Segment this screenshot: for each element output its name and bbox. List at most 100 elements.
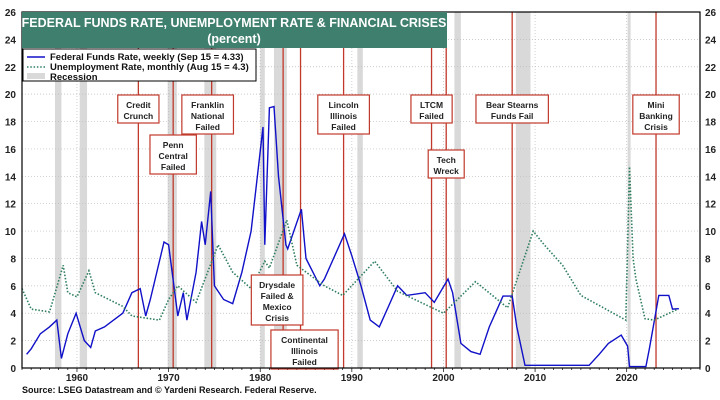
- annotation-box: [117, 94, 160, 124]
- source-note: Source: LSEG Datastream and © Yardeni Re…: [22, 385, 317, 395]
- legend-label: Recession: [50, 72, 98, 83]
- annotation-text: Failed &: [261, 291, 294, 301]
- y-tick-label-right: 10: [705, 227, 717, 238]
- annotation-box: [181, 94, 235, 135]
- annotation-text: Lincoln: [328, 100, 358, 110]
- annotation-box: [317, 94, 370, 135]
- y-tick-label-left: 24: [5, 35, 17, 46]
- annotation-text: Penn: [163, 140, 184, 150]
- annotation-text: Franklin: [191, 100, 224, 110]
- recession-band: [515, 12, 531, 368]
- annotation-text: Failed: [161, 162, 186, 172]
- annotation-text: Bear Stearns: [486, 100, 539, 110]
- y-tick-label-right: 22: [705, 63, 717, 74]
- annotation-text: Failed: [195, 122, 220, 132]
- recession-band: [167, 12, 177, 368]
- annotation-text: Failed: [331, 122, 356, 132]
- annotation-text: Mexico: [263, 302, 292, 312]
- y-tick-label-right: 26: [705, 8, 717, 19]
- annotation-text: Crunch: [123, 111, 153, 121]
- x-tick-label: 2010: [524, 373, 547, 384]
- annotation-text: Crisis: [644, 122, 668, 132]
- y-tick-label-left: 18: [5, 118, 17, 129]
- annotation-text: Illinois: [330, 111, 357, 121]
- y-tick-label-right: 14: [705, 172, 717, 183]
- annotation-text: Banking: [639, 111, 673, 121]
- annotation-text: Failed: [419, 111, 444, 121]
- x-tick-label: 1970: [157, 373, 180, 384]
- annotation-text: LTCM: [420, 100, 443, 110]
- annotation-box: [270, 329, 339, 370]
- y-tick-label-left: 8: [10, 254, 16, 265]
- legend-box: [22, 48, 257, 82]
- x-tick-label: 2020: [616, 373, 639, 384]
- recession-band: [54, 12, 62, 368]
- y-tick-label-left: 16: [5, 145, 17, 156]
- legend-label: Unemployment Rate, monthly (Aug 15 = 4.3…: [50, 62, 249, 73]
- annotation-text: Continental: [281, 335, 328, 345]
- annotation-text: Credit: [126, 100, 151, 110]
- title-banner: [22, 12, 447, 48]
- recession-band: [454, 12, 461, 368]
- x-tick-label: 1980: [249, 373, 272, 384]
- annotation-text: Wreck: [434, 166, 460, 176]
- annotation-text: Illinois: [291, 346, 318, 356]
- y-tick-label-left: 12: [5, 200, 17, 211]
- fed-funds-rate-line: [26, 105, 679, 368]
- annotation-text: Funds Fail: [491, 111, 534, 121]
- y-tick-label-right: 12: [705, 200, 717, 211]
- recession-band: [627, 12, 631, 368]
- y-tick-label-right: 6: [705, 282, 711, 293]
- recession-band: [204, 12, 217, 368]
- recession-band: [79, 12, 88, 368]
- y-tick-label-left: 4: [10, 309, 16, 320]
- y-tick-label-right: 8: [705, 254, 711, 265]
- annotation-text: Tech: [437, 155, 456, 165]
- y-tick-label-right: 2: [705, 337, 711, 348]
- chart-subtitle: (percent): [207, 32, 260, 46]
- legend: Federal Funds Rate, weekly (Sep 15 = 4.3…: [22, 48, 257, 83]
- annotation-box: [475, 94, 549, 124]
- y-tick-label-right: 0: [705, 364, 711, 375]
- y-tick-label-right: 20: [705, 90, 717, 101]
- annotation-box: [149, 134, 197, 175]
- annotation-text: Crisis: [265, 313, 289, 323]
- y-tick-label-left: 22: [5, 63, 17, 74]
- legend-swatch-recession: [27, 73, 45, 79]
- y-tick-label-right: 16: [705, 145, 717, 156]
- y-tick-label-left: 6: [10, 282, 16, 293]
- y-tick-label-right: 18: [705, 118, 717, 129]
- y-tick-label-left: 20: [5, 90, 17, 101]
- y-tick-label-left: 0: [10, 364, 16, 375]
- annotation-text: Drysdale: [259, 280, 295, 290]
- y-tick-label-left: 26: [5, 8, 17, 19]
- y-tick-label-left: 14: [5, 172, 17, 183]
- legend-label: Federal Funds Rate, weekly (Sep 15 = 4.3…: [50, 52, 244, 63]
- annotation-text: Central: [159, 151, 188, 161]
- x-tick-label: 1990: [341, 373, 364, 384]
- annotation-text: Failed: [292, 357, 317, 367]
- y-tick-label-left: 10: [5, 227, 17, 238]
- annotation-box: [250, 274, 304, 326]
- annotation-box: [410, 94, 453, 124]
- annotation-box: [632, 94, 680, 135]
- unemployment-rate-line: [21, 166, 679, 322]
- y-tick-label-left: 2: [10, 337, 16, 348]
- recession-band: [260, 12, 265, 368]
- annotation-box: [427, 149, 465, 179]
- chart-title: FEDERAL FUNDS RATE, UNEMPLOYMENT RATE & …: [22, 16, 447, 30]
- recession-band: [357, 12, 363, 368]
- x-tick-label: 2000: [432, 373, 455, 384]
- annotation-text: Mini: [648, 100, 665, 110]
